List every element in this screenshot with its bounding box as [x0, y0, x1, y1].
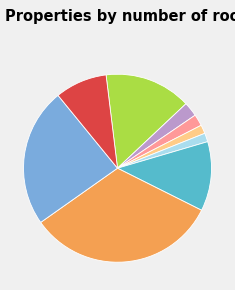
- Wedge shape: [118, 125, 205, 168]
- Wedge shape: [106, 74, 186, 168]
- Wedge shape: [118, 142, 212, 210]
- Wedge shape: [118, 104, 195, 168]
- Wedge shape: [118, 133, 208, 168]
- Wedge shape: [41, 168, 202, 262]
- Wedge shape: [58, 75, 118, 168]
- Text: Properties by number of rooms: Properties by number of rooms: [5, 9, 235, 24]
- Wedge shape: [24, 95, 118, 222]
- Wedge shape: [118, 115, 201, 168]
